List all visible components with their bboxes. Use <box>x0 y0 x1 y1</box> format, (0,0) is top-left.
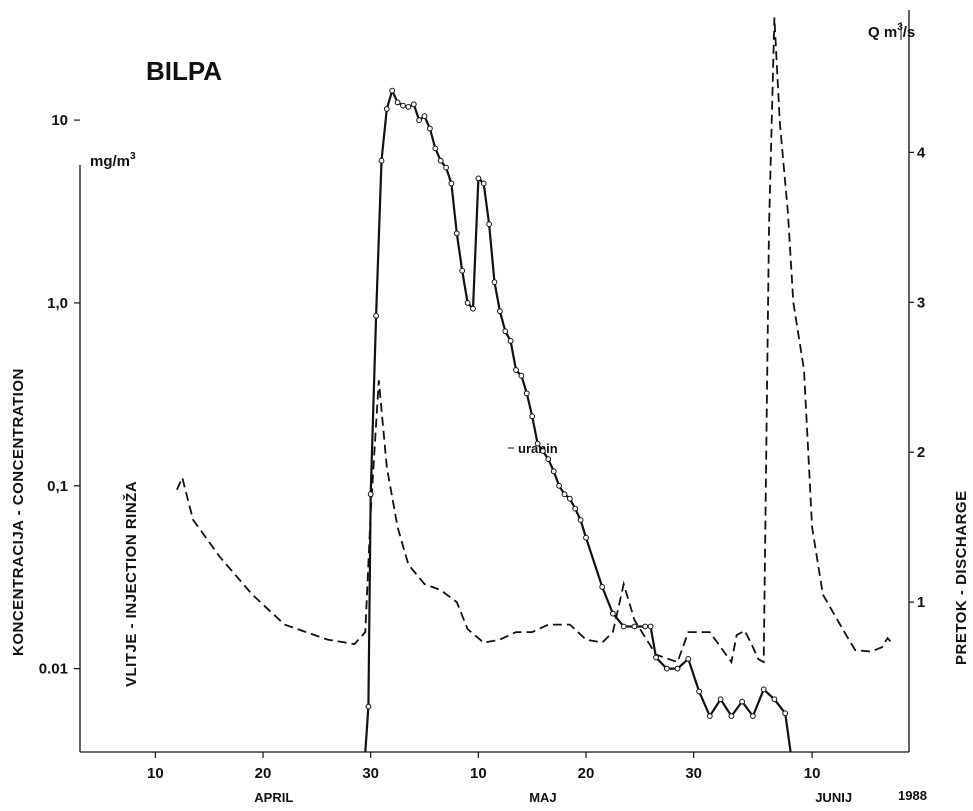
left-axis-title: KONCENTRACIJA - CONCENTRATION <box>10 368 27 656</box>
uranin-data-point <box>389 87 396 94</box>
uranin-data-point <box>365 703 372 710</box>
right-axis-title: PRETOK - DISCHARGE <box>953 490 970 665</box>
uranin-data-point <box>480 180 487 187</box>
uranin-data-point <box>416 117 423 123</box>
x-tick-label: 20 <box>255 765 272 782</box>
uranin-data-point <box>545 456 552 463</box>
uranin-data-point <box>540 448 546 454</box>
uranin-data-point <box>642 623 649 630</box>
uranin-data-point <box>728 713 735 719</box>
right-tick-label: 4 <box>917 144 926 161</box>
uranin-data-point <box>782 710 789 717</box>
uranin-data-point <box>771 696 778 703</box>
uranin-data-point <box>491 279 498 286</box>
uranin-data-point <box>367 491 374 498</box>
uranin-data-point <box>383 106 390 112</box>
uranin-data-point <box>394 99 401 106</box>
right-tick-label: 3 <box>917 294 925 311</box>
year-label: 1988 <box>898 788 927 803</box>
uranin-data-point <box>696 688 702 695</box>
uranin-data-point <box>518 372 525 379</box>
uranin-data-point <box>620 623 627 630</box>
x-tick-label: 10 <box>470 765 487 782</box>
uranin-data-point <box>663 665 670 672</box>
uranin-data-point <box>739 698 745 705</box>
ticks-layer: 10 20 30 10 20 30 10 APRIL MAJ JUNIJ 0.01 0,1 1,0 10 1… <box>39 112 926 805</box>
series-layer <box>176 17 894 753</box>
uranin-data-point <box>653 654 659 661</box>
uranin-data-point <box>502 328 509 335</box>
uranin-data-point <box>556 482 562 489</box>
uranin-data-point <box>427 125 433 132</box>
uranin-data-point <box>760 686 767 693</box>
uranin-data-point <box>421 113 428 120</box>
uranin-data-point <box>550 468 557 475</box>
uranin-data-point <box>599 584 606 590</box>
uranin-data-point <box>453 230 460 237</box>
left-tick-label: 10 <box>51 112 68 129</box>
uranin-data-point <box>717 696 724 703</box>
uranin-data-point <box>507 338 514 344</box>
uranin-data-point <box>706 713 713 719</box>
uranin-data-point <box>464 300 471 306</box>
x-tick-label: 10 <box>804 765 821 782</box>
uranin-data-point <box>583 534 589 541</box>
uranin-data-point <box>567 495 573 502</box>
injection-label: VLITJE - INJECTION RINŽA <box>122 481 140 687</box>
uranin-data-point <box>577 517 584 523</box>
uranin-data-point <box>470 305 476 312</box>
uranin-data-point <box>448 180 455 187</box>
uranin-data-point <box>513 367 519 373</box>
x-tick-label: 30 <box>685 765 702 782</box>
uranin-data-point <box>410 101 417 108</box>
x-tick-label: 20 <box>578 765 595 782</box>
x-month-label: MAJ <box>529 790 556 805</box>
uranin-data-point <box>523 390 530 397</box>
uranin-data-point <box>561 491 568 498</box>
uranin-data-point <box>486 221 493 228</box>
uranin-series-label: uranin <box>518 441 558 456</box>
left-tick-label: 1,0 <box>47 295 68 312</box>
uranin-data-point <box>475 175 482 182</box>
uranin-data-point <box>610 610 616 617</box>
uranin-data-point <box>373 312 380 319</box>
uranin-data-point <box>750 713 756 719</box>
uranin-data-point <box>534 440 541 447</box>
uranin-data-point <box>674 665 681 672</box>
uranin-data-point <box>631 623 638 630</box>
uranin-data-point <box>443 164 450 171</box>
uranin-data-point <box>437 157 444 164</box>
uranin-data-point <box>432 145 439 152</box>
uranin-data-point <box>405 104 412 110</box>
left-tick-label: 0.01 <box>39 661 68 678</box>
uranin-data-point <box>378 157 385 164</box>
uranin-data-point <box>497 308 503 315</box>
uranin-data-point <box>459 267 466 274</box>
x-tick-label: 30 <box>362 765 379 782</box>
chart-title: BILPA <box>146 56 222 86</box>
right-tick-label: 1 <box>917 594 925 611</box>
uranin-data-point <box>400 102 406 109</box>
uranin-data-point <box>529 413 536 420</box>
uranin-data-point <box>685 656 692 662</box>
left-tick-label: 0,1 <box>47 478 68 495</box>
x-tick-label: 10 <box>147 765 164 782</box>
x-month-label: JUNIJ <box>815 790 852 805</box>
uranin-data-point <box>647 623 654 630</box>
right-tick-label: 2 <box>917 444 925 461</box>
right-axis-unit: Q m3/s <box>868 22 915 41</box>
left-axis-unit: mg/m3 <box>90 151 136 170</box>
uranin-data-point <box>572 505 579 512</box>
x-month-label: APRIL <box>254 790 293 805</box>
